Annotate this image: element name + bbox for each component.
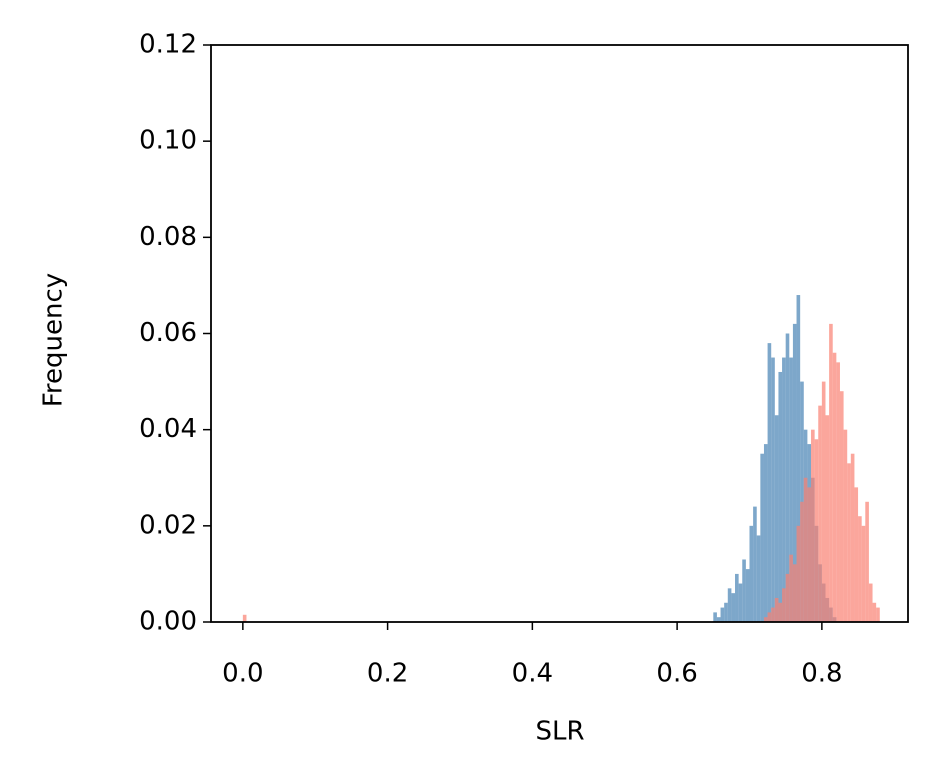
histogram-bar <box>735 573 739 622</box>
histogram-bar <box>796 525 801 622</box>
histogram-bar <box>785 333 790 622</box>
histogram-bar <box>825 415 830 622</box>
histogram-bar <box>811 429 815 622</box>
histogram-bar <box>872 602 877 622</box>
x-tick-label: 0.2 <box>367 659 408 689</box>
histogram-bar <box>803 477 808 622</box>
histogram-bar <box>756 535 761 622</box>
histogram-bar <box>763 444 768 622</box>
histogram-bar <box>850 453 855 622</box>
x-axis-label: SLR <box>535 717 584 747</box>
histogram-bar <box>778 602 783 622</box>
histogram-bar <box>868 583 873 622</box>
x-tick-label: 0.4 <box>512 659 553 689</box>
histogram-bar <box>876 607 880 622</box>
histogram-bar <box>771 607 775 622</box>
histogram-bar <box>829 323 833 622</box>
y-tick-label: 0.02 <box>139 510 197 540</box>
histogram-bar <box>821 381 826 622</box>
histogram-bar <box>763 617 768 622</box>
histogram-bar <box>818 405 822 622</box>
histogram-bar <box>749 525 754 622</box>
y-tick-label: 0.12 <box>139 30 197 60</box>
histogram-bar <box>832 352 837 622</box>
y-tick-label: 0.08 <box>139 222 197 252</box>
histogram-bar <box>789 357 793 622</box>
histogram-bar <box>843 429 848 622</box>
x-tick-label: 0.0 <box>222 659 263 689</box>
histogram-bar <box>836 362 840 622</box>
x-tick-label: 0.8 <box>801 659 842 689</box>
histogram-bar <box>745 569 750 622</box>
histogram-bar <box>767 343 772 622</box>
histogram-bar <box>792 564 797 622</box>
histogram-bar <box>792 323 797 622</box>
y-tick-label: 0.06 <box>139 318 197 348</box>
histogram-bar <box>814 439 819 622</box>
histogram-bar <box>778 371 783 622</box>
x-tick-label: 0.6 <box>656 659 697 689</box>
y-tick-label: 0.04 <box>139 414 197 444</box>
histogram-bar <box>738 583 743 622</box>
histogram-bar <box>865 501 869 622</box>
histogram-bar <box>785 573 790 622</box>
histogram-bar <box>760 453 764 622</box>
y-tick-label: 0.10 <box>139 126 197 156</box>
histogram-bar <box>796 295 801 622</box>
histogram-bar <box>771 357 775 622</box>
histogram-bar <box>800 501 804 622</box>
histogram-bar <box>731 593 736 622</box>
histogram-bar <box>807 487 812 622</box>
histogram-bar <box>742 559 746 622</box>
histogram-bar <box>839 391 844 622</box>
y-tick-label: 0.00 <box>139 607 197 637</box>
histogram-bar <box>767 612 772 622</box>
histogram-bar <box>847 463 851 622</box>
histogram-bar <box>724 602 728 622</box>
histogram-bar <box>774 415 779 622</box>
histogram-bar <box>720 607 725 622</box>
histogram-bar <box>782 588 786 622</box>
histogram-bar <box>861 525 866 622</box>
histogram-bar <box>727 588 732 622</box>
histogram-bar <box>854 487 859 622</box>
histogram-bar <box>753 506 757 622</box>
y-axis-label: Frequency <box>39 273 69 407</box>
histogram-bar <box>789 554 793 622</box>
histogram-bar <box>774 597 779 622</box>
histogram-bar <box>242 614 247 622</box>
plot-frame <box>210 44 909 623</box>
histogram-bar <box>716 617 721 622</box>
histogram-bar <box>713 612 717 622</box>
histogram-bar <box>782 357 786 622</box>
histogram-bar <box>858 516 862 622</box>
